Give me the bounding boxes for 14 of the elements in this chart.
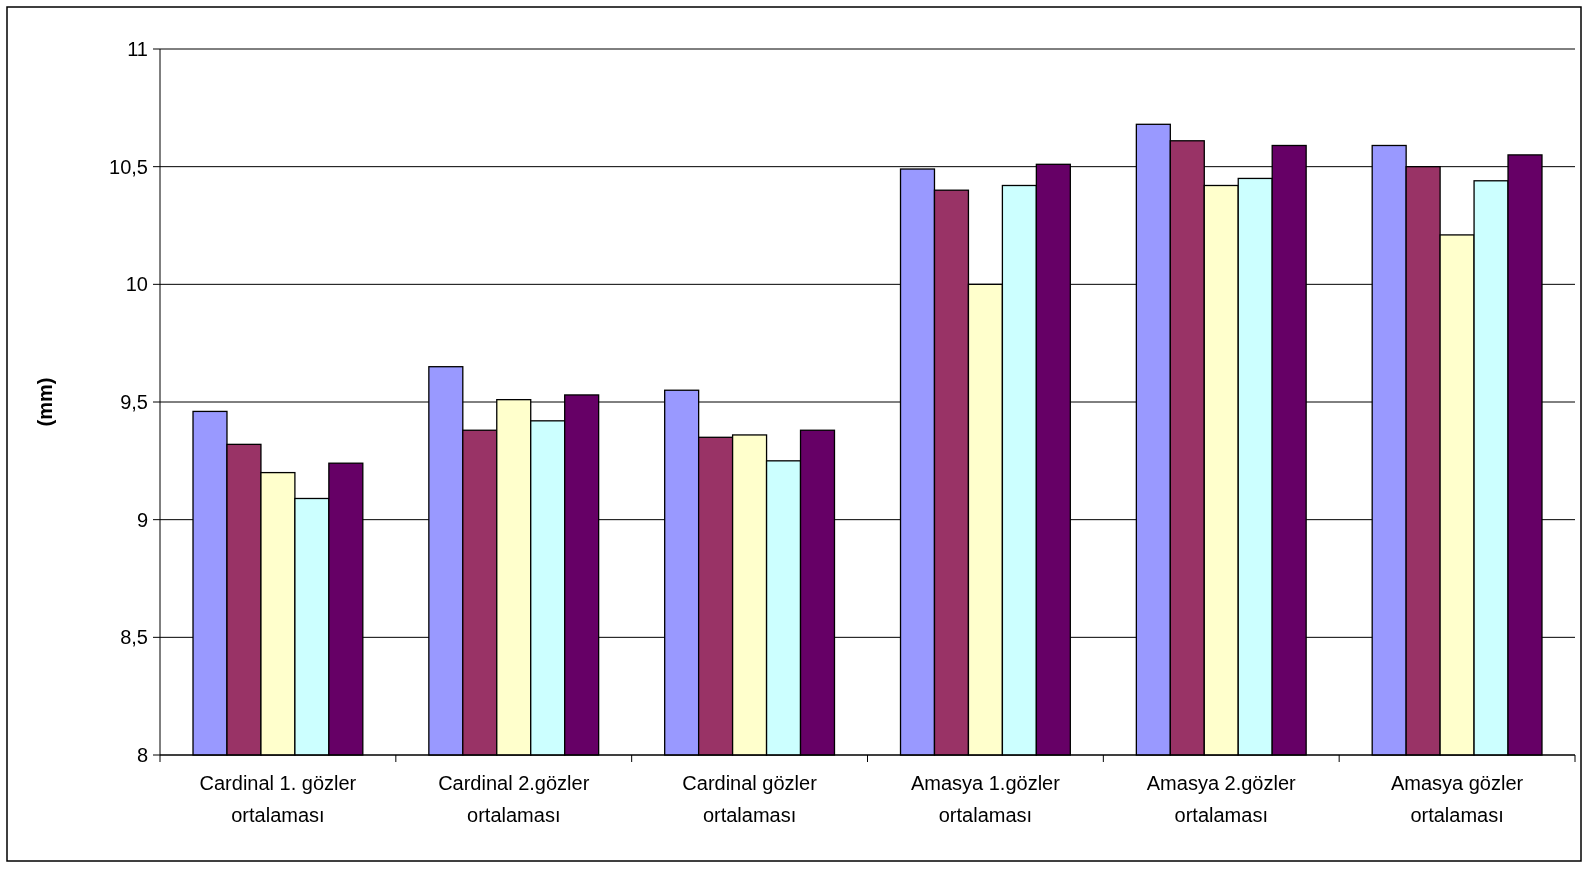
y-tick-label: 9	[136, 508, 148, 531]
x-tick-label: Amasya gözler ortalaması	[1390, 772, 1524, 826]
y-axis-title: (mm)	[34, 377, 56, 427]
y-tick-label: 8	[136, 744, 148, 766]
x-tick-label: Amasya 1.gözler ortalaması	[910, 772, 1061, 826]
x-tick-label: Cardinal 1. gözler ortalaması	[199, 772, 357, 826]
y-tick-label: 10,5	[109, 155, 148, 178]
y-tick-label: 9,5	[120, 391, 148, 413]
x-tick-label: Amasya 2.gözler ortalaması	[1146, 772, 1297, 826]
y-tick-label: 11	[127, 38, 148, 60]
y-tick-label: 8,5	[120, 626, 148, 649]
x-tick-label: Cardinal 2.gözler ortalaması	[438, 772, 590, 826]
y-tick-label: 10	[125, 273, 148, 296]
x-tick-label: Cardinal gözler ortalaması	[682, 772, 818, 826]
